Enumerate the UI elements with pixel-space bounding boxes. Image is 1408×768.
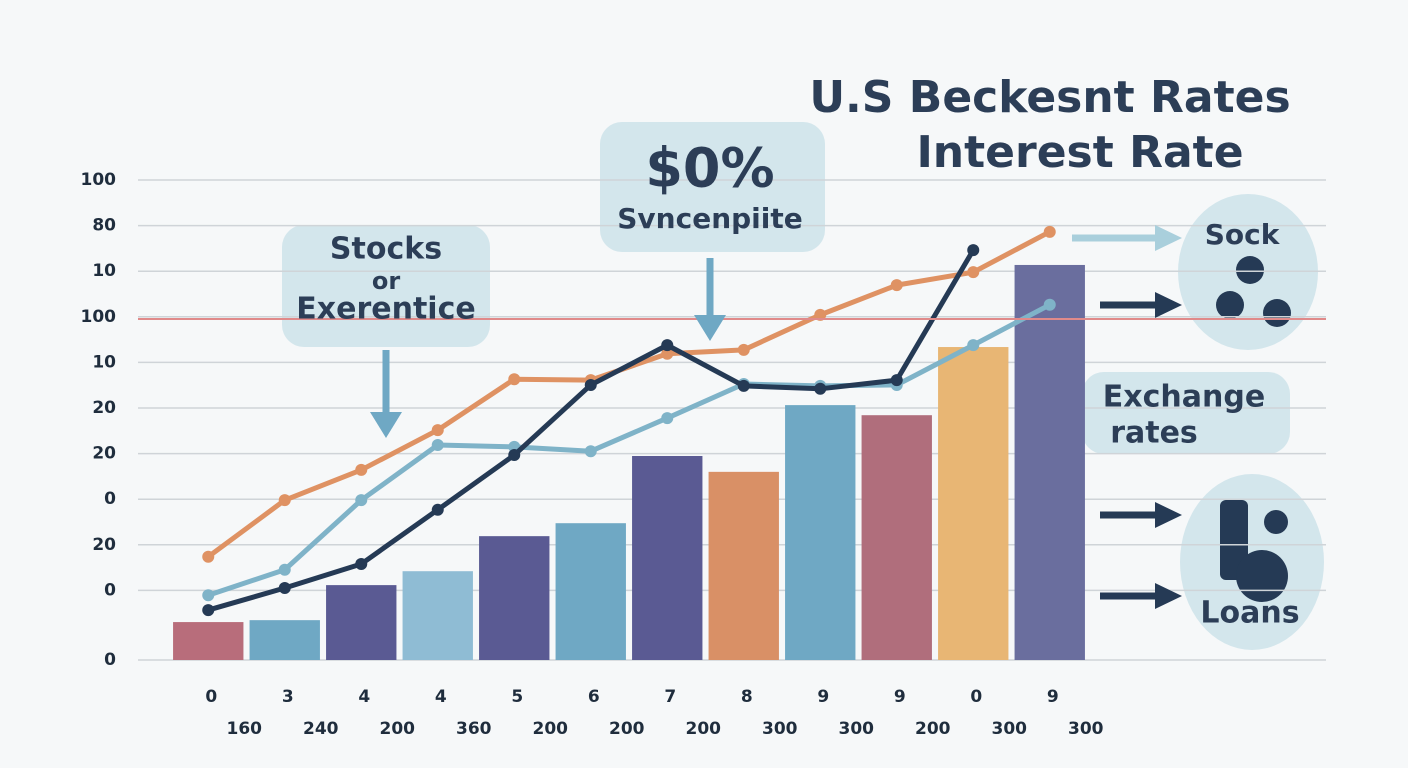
x-tick-label: 300 — [839, 719, 875, 739]
bar — [1014, 264, 1085, 660]
y-tick-label: 80 — [92, 216, 116, 236]
line — [207, 302, 1051, 598]
x-tick-label: 200 — [380, 719, 416, 739]
annotation: Exchange — [1103, 380, 1265, 415]
chart-title: U.S Beckesnt Rates — [809, 72, 1290, 123]
x-tick-label: 9 — [894, 687, 906, 707]
line-point — [431, 424, 444, 437]
x-tick-label: 6 — [588, 687, 600, 707]
annotation: rates — [1110, 416, 1198, 451]
bar — [402, 571, 473, 660]
coin-icon — [1236, 256, 1264, 284]
annotation: Stocks — [330, 232, 442, 267]
annotation: Svncenpiite — [617, 202, 803, 235]
bag-icon — [1236, 550, 1288, 602]
x-tick-label: 4 — [358, 687, 370, 707]
line-point — [661, 412, 674, 425]
line-point — [1043, 225, 1056, 238]
line-point — [202, 604, 215, 617]
bag-icon — [1220, 500, 1248, 580]
line-point — [661, 347, 674, 360]
bar — [173, 622, 244, 660]
bar — [249, 620, 320, 660]
bar — [785, 405, 856, 660]
line-point — [584, 445, 597, 458]
bar — [632, 456, 703, 660]
annotation: Sock — [1205, 218, 1281, 251]
line-point — [202, 550, 215, 563]
y-tick-label: 100 — [81, 307, 117, 327]
x-tick-label: 3 — [282, 687, 294, 707]
y-tick-label: 100 — [81, 170, 117, 190]
line-point — [737, 379, 750, 392]
x-tick-label: 8 — [741, 687, 753, 707]
line-point — [278, 582, 291, 594]
line-point — [967, 244, 980, 257]
bar — [861, 415, 932, 660]
annotation: Exerentice — [296, 292, 475, 327]
x-tick-label: 9 — [817, 687, 829, 707]
bar — [479, 536, 550, 660]
y-tick-label: 10 — [92, 261, 116, 281]
callout-box — [1082, 372, 1290, 454]
bag-icon — [1264, 510, 1288, 534]
x-tick-label: 200 — [686, 719, 722, 739]
line-point — [431, 438, 444, 451]
y-tick-label: 20 — [92, 398, 116, 418]
line-point — [431, 503, 444, 516]
y-tick-label: 0 — [104, 650, 116, 670]
y-tick-label: 20 — [92, 444, 116, 464]
x-tick-label: 5 — [511, 687, 523, 707]
line-point — [278, 563, 291, 576]
coin-icon — [1263, 299, 1291, 327]
x-tick-label: 240 — [303, 719, 339, 739]
x-tick-label: 160 — [227, 719, 263, 739]
line-point — [584, 378, 597, 391]
x-tick-label: 300 — [992, 719, 1028, 739]
coin-icon — [1216, 291, 1244, 319]
line-point — [278, 494, 291, 507]
line-point — [814, 308, 827, 321]
y-tick-label: 0 — [104, 489, 116, 509]
line-point — [967, 339, 980, 352]
x-tick-label: 200 — [533, 719, 569, 739]
x-tick-label: 200 — [609, 719, 645, 739]
arrows — [370, 225, 1182, 609]
line-point — [661, 339, 674, 352]
bar — [938, 347, 1009, 660]
line-point — [355, 463, 368, 476]
chart-subtitle: Interest Rate — [916, 127, 1243, 178]
callout-box — [600, 122, 825, 252]
x-tick-label: 0 — [205, 687, 217, 707]
x-tick-label: 9 — [1047, 687, 1059, 707]
line-point — [355, 558, 368, 570]
line-point — [737, 343, 750, 356]
line-point — [890, 279, 903, 292]
line-point — [890, 374, 903, 387]
bar — [555, 523, 626, 660]
x-tick-label: 360 — [456, 719, 492, 739]
y-tick-label: 20 — [92, 535, 116, 555]
x-tick-label: 300 — [762, 719, 798, 739]
line-point — [508, 449, 521, 462]
line-point — [814, 382, 827, 395]
annotation: $0% — [645, 137, 774, 200]
line-point — [355, 494, 368, 507]
line-point — [202, 589, 215, 602]
annotation: Loans — [1200, 596, 1299, 631]
x-tick-label: 200 — [915, 719, 951, 739]
bar — [708, 471, 779, 660]
line-point — [1043, 298, 1056, 311]
y-tick-label: 10 — [92, 352, 116, 372]
annotation: or — [372, 267, 400, 295]
x-tick-label: 4 — [435, 687, 447, 707]
line-point — [967, 266, 980, 279]
x-tick-label: 300 — [1068, 719, 1104, 739]
x-tick-label: 7 — [664, 687, 676, 707]
line-point — [508, 373, 521, 386]
y-tick-label: 0 — [104, 580, 116, 600]
bar — [326, 585, 397, 660]
x-tick-label: 0 — [970, 687, 982, 707]
